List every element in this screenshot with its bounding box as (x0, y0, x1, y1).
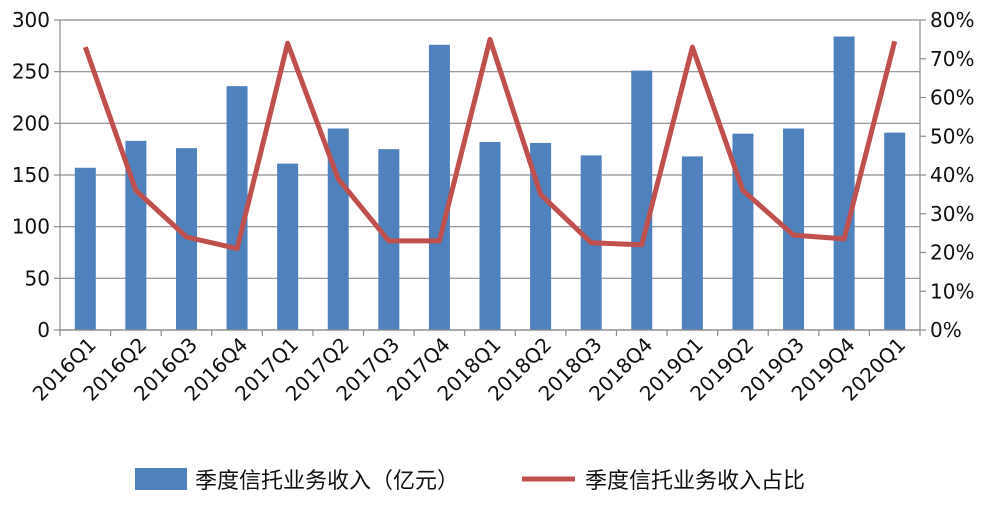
bar (125, 140, 147, 330)
y-right-tick-label: 10% (930, 279, 974, 303)
bar-series (74, 36, 906, 331)
y-right-tick-label: 60% (930, 86, 974, 110)
y-right-tick-label: 40% (930, 163, 974, 187)
y-right-tick-label: 20% (930, 241, 974, 265)
legend-line-label: 季度信托业务收入占比 (585, 469, 805, 494)
y-left-tick-label: 0 (37, 318, 50, 342)
y-left-tick-label: 50 (25, 266, 50, 290)
bar (530, 142, 552, 330)
bar (327, 128, 349, 330)
y-right-tick-label: 30% (930, 202, 974, 226)
legend-bar-label: 季度信托业务收入（亿元） (195, 469, 459, 494)
y-left-tick-label: 200 (12, 111, 50, 135)
y-left-tick-label: 100 (12, 215, 50, 239)
legend-bar-swatch (135, 468, 187, 490)
bar (833, 36, 855, 331)
bar (631, 70, 653, 330)
bar (783, 128, 805, 330)
line-series (82, 36, 898, 252)
y-left-tick-label: 250 (12, 60, 50, 84)
bar (226, 86, 248, 330)
y-right-tick-label: 0% (930, 318, 962, 342)
y-right-tick-label: 50% (930, 124, 974, 148)
bar (681, 156, 703, 330)
legend: 季度信托业务收入（亿元） 季度信托业务收入占比 (135, 468, 805, 494)
y-right-tick-label: 70% (930, 47, 974, 71)
bar (884, 132, 906, 330)
bar (428, 44, 450, 331)
bar (479, 141, 501, 330)
y-left-tick-label: 150 (12, 163, 50, 187)
y-right-tick-label: 80% (930, 8, 974, 32)
bar (277, 163, 299, 330)
y-left-tick-label: 300 (12, 8, 50, 32)
bar (74, 167, 96, 330)
